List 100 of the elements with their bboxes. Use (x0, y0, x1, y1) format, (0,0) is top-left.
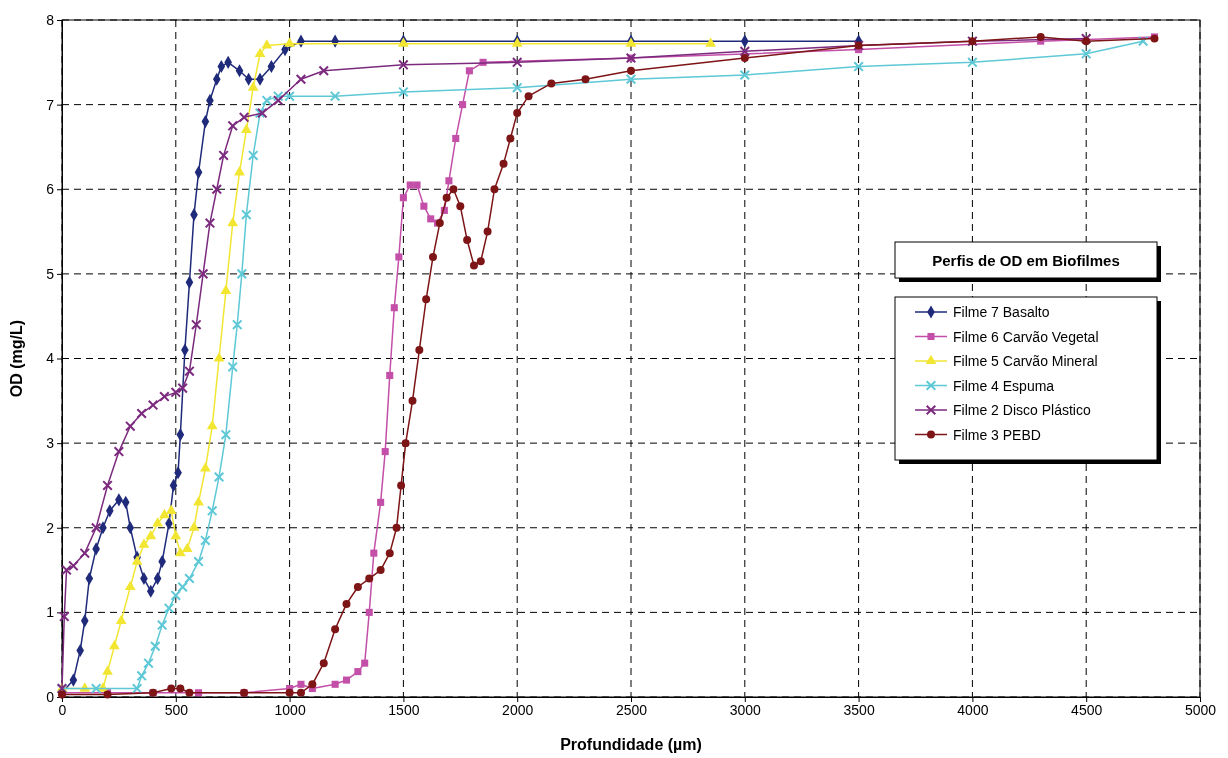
point (102, 480, 113, 491)
point (238, 112, 250, 123)
point (442, 193, 451, 202)
point (261, 39, 273, 49)
y-tick-label: 0 (46, 688, 55, 705)
point (353, 583, 362, 591)
point (193, 556, 204, 567)
point (1137, 35, 1149, 47)
point (365, 608, 373, 616)
point (408, 396, 417, 405)
point (131, 683, 143, 694)
point (177, 581, 188, 593)
legend-label: Filme 6 Carvão Vegetal (953, 328, 1099, 345)
point (170, 387, 182, 398)
point (581, 75, 590, 84)
point (174, 546, 186, 557)
point (90, 522, 102, 534)
point (386, 371, 394, 379)
y-tick-label: 1 (46, 604, 55, 621)
point (469, 261, 478, 270)
point (247, 150, 259, 161)
point (513, 109, 522, 118)
point (399, 194, 407, 202)
point (625, 73, 637, 85)
legend-label: Filme 5 Carvão Mineral (953, 353, 1098, 369)
point (143, 657, 154, 669)
point (220, 429, 232, 440)
point (483, 227, 492, 236)
point (445, 177, 453, 185)
legend-label: Filme 4 Espuma (953, 377, 1055, 394)
point (705, 37, 717, 47)
x-tick-label: 4500 (1071, 701, 1103, 718)
point (234, 166, 245, 176)
point (398, 59, 409, 71)
point (381, 448, 389, 456)
point (296, 688, 305, 697)
point (163, 602, 175, 614)
point (361, 659, 369, 667)
y-tick-label: 6 (46, 181, 55, 198)
point (61, 564, 72, 576)
point (420, 202, 428, 210)
point (427, 215, 435, 223)
point (365, 574, 374, 583)
legend-title: Perfis de OD em Biofilmes (932, 252, 1120, 269)
x-tick-label: 2500 (615, 701, 648, 718)
point (1082, 37, 1091, 46)
point (136, 408, 147, 419)
point (395, 253, 403, 261)
point (176, 684, 185, 693)
point (463, 236, 472, 245)
point (297, 680, 305, 688)
y-tick-label: 5 (46, 265, 55, 282)
point (167, 684, 176, 693)
point (227, 361, 238, 373)
point (627, 66, 635, 75)
point (506, 134, 515, 143)
point (213, 352, 225, 362)
point (79, 547, 91, 559)
point (853, 61, 864, 72)
point (401, 439, 410, 448)
point (406, 181, 414, 189)
point (156, 619, 168, 631)
point (376, 566, 385, 575)
point (185, 688, 194, 697)
point (499, 159, 508, 168)
point (284, 37, 295, 47)
point (397, 481, 406, 490)
point (1080, 48, 1092, 60)
point (145, 530, 157, 540)
point (524, 92, 533, 101)
point (511, 82, 523, 93)
point (147, 399, 159, 411)
point (124, 420, 136, 432)
point (206, 505, 218, 517)
y-tick-label: 3 (46, 435, 55, 452)
point (211, 183, 223, 195)
point (68, 560, 79, 572)
point (184, 573, 195, 584)
y-tick-label: 4 (46, 350, 55, 367)
x-tick-label: 3500 (843, 701, 875, 718)
point (331, 680, 339, 688)
point (285, 688, 294, 697)
point (272, 95, 284, 106)
point (200, 462, 211, 472)
x-tick-label: 500 (164, 701, 189, 718)
point (177, 382, 188, 394)
point (220, 284, 232, 294)
point (511, 57, 523, 68)
point (254, 47, 266, 57)
point (200, 535, 211, 546)
point (1036, 32, 1045, 41)
point (193, 496, 204, 506)
x-tick-label: 1500 (388, 701, 420, 718)
point (170, 590, 182, 601)
point (452, 134, 460, 143)
point (152, 517, 163, 527)
point (159, 391, 170, 402)
point (206, 420, 218, 430)
point (392, 523, 401, 532)
point (136, 670, 147, 682)
